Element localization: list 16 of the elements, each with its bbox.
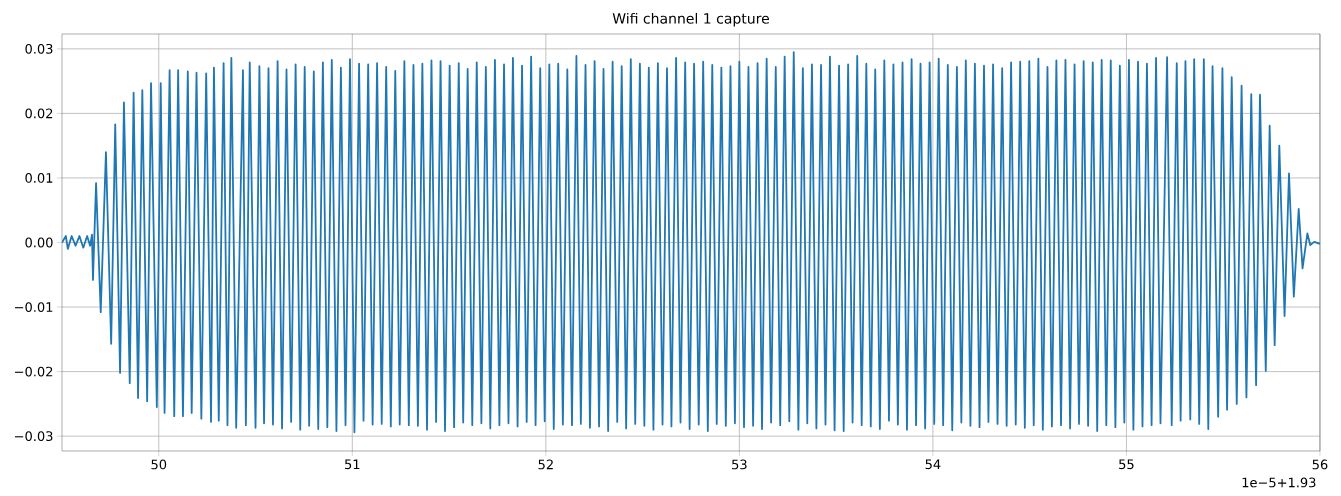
x-tick-label: 56 xyxy=(1312,459,1328,470)
y-tick-label: 0.01 xyxy=(25,173,53,183)
y-tick-label: −0.02 xyxy=(15,366,53,377)
x-tick-label: 50 xyxy=(151,459,167,470)
y-tick-label: 0.02 xyxy=(25,108,53,119)
y-tick-label: −0.03 xyxy=(15,431,53,442)
x-tick-label: 52 xyxy=(538,459,553,470)
x-tick-label: 54 xyxy=(925,459,941,470)
y-tick-label: 0.03 xyxy=(25,43,53,54)
x-tick-label: 55 xyxy=(1119,459,1134,470)
text: 1e−5+1.93 xyxy=(1242,477,1316,488)
chart-title: Wifi channel 1 capture xyxy=(612,12,770,27)
y-tick-label: 0.00 xyxy=(25,237,53,248)
y-tick-label: −0.01 xyxy=(15,302,53,312)
x-tick-label: 53 xyxy=(732,459,747,470)
x-tick-label: 51 xyxy=(345,459,360,470)
